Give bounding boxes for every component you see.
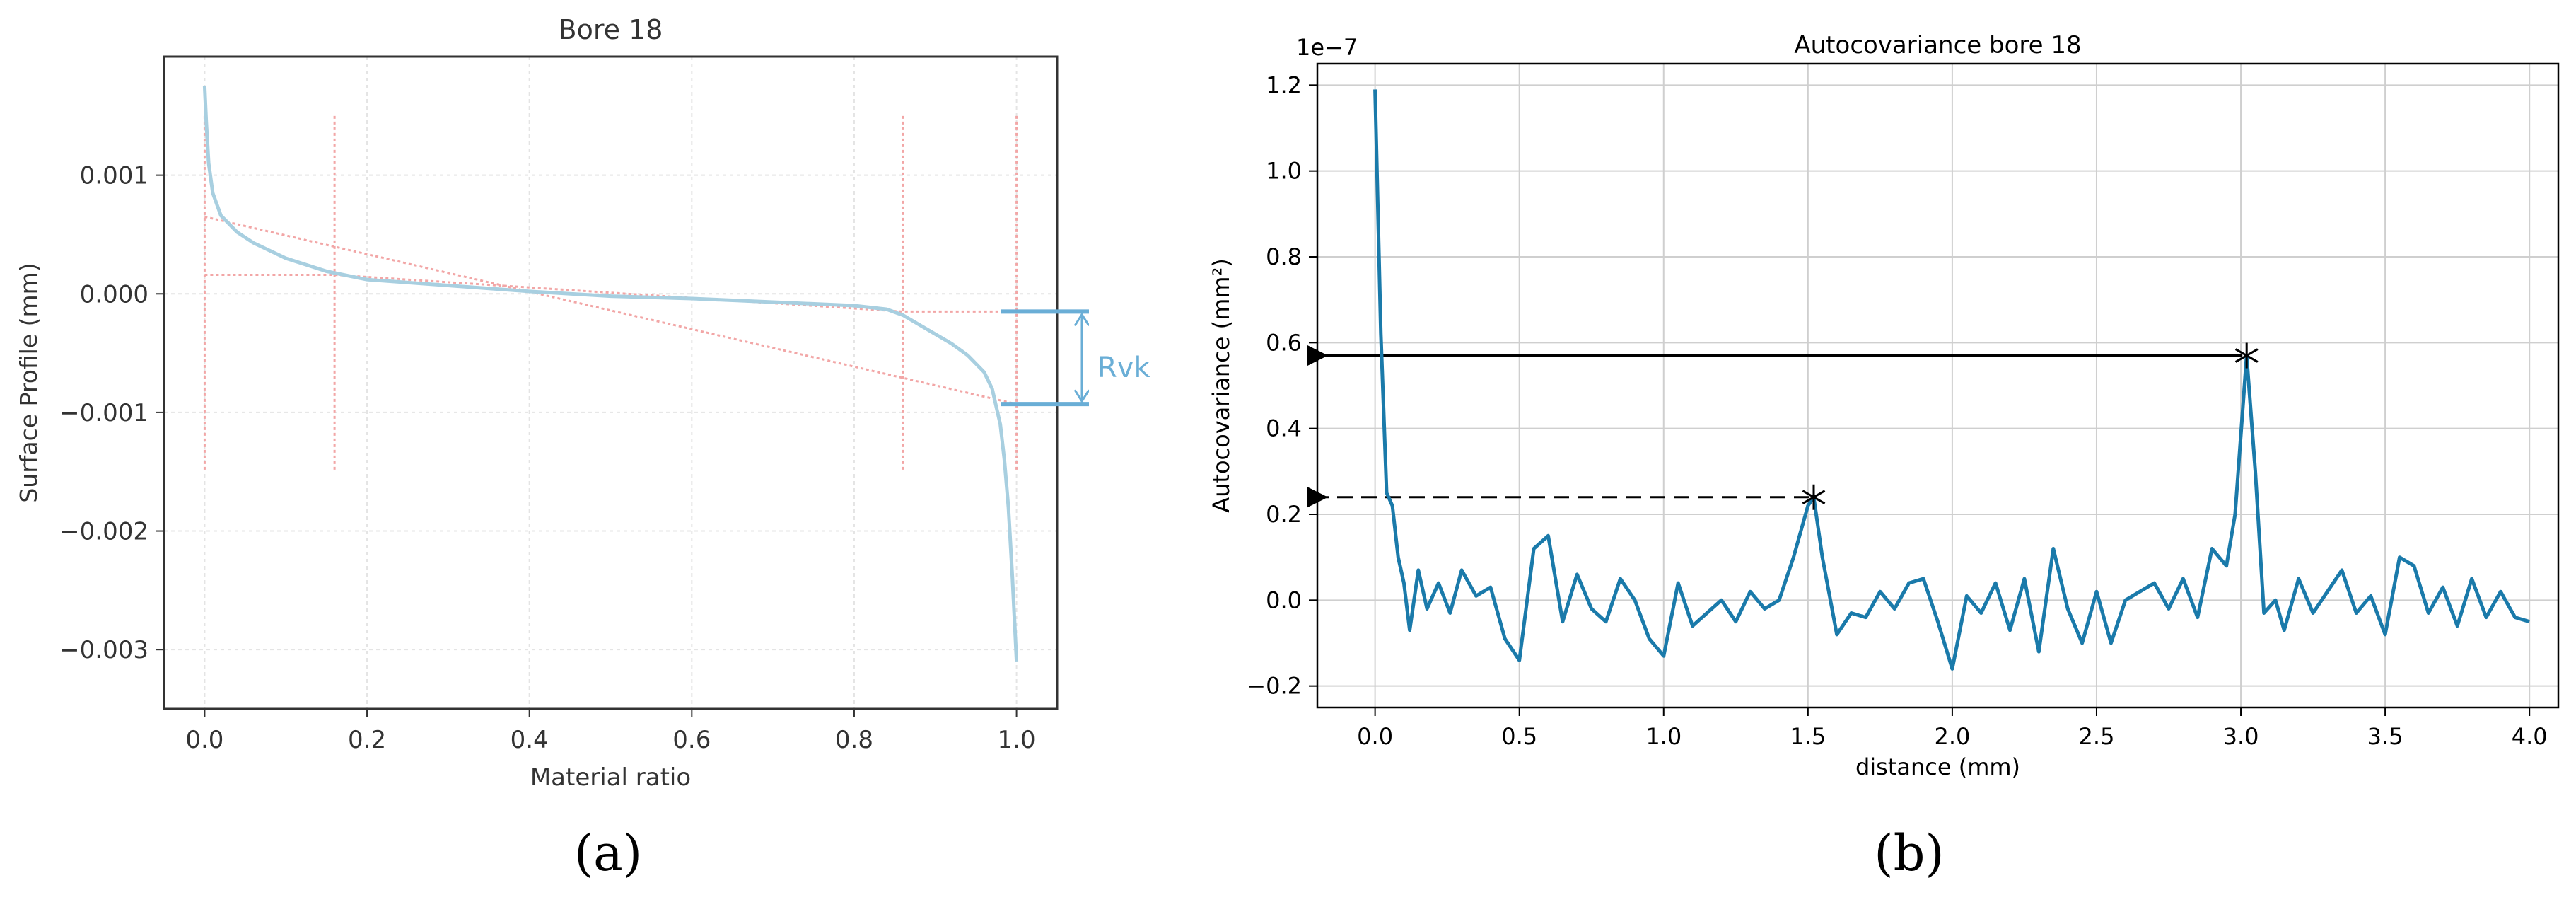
y-axis-label: Autocovariance (mm²) <box>1208 258 1235 513</box>
y-tick-label: −0.003 <box>59 636 148 664</box>
rvk-arrow-head-up <box>1073 312 1089 327</box>
chart-title: Bore 18 <box>559 14 663 45</box>
star-stroke <box>1802 490 1826 505</box>
chart-a: 0.0 0.2 0.4 0.6 0.8 1.0 0.001 0.000 −0.001 −0.002… <box>15 14 1089 792</box>
y-tick-label: 1.0 <box>1266 158 1302 185</box>
y-tick-label: −0.001 <box>59 399 148 427</box>
x-tick-label: 0.2 <box>348 726 386 754</box>
y-tick-label: 0.000 <box>80 280 148 308</box>
y-tick-label: 0.6 <box>1266 329 1302 356</box>
y-tick-label: 0.001 <box>80 162 148 190</box>
y-axis-label: Surface Profile (mm) <box>15 262 42 502</box>
x-tick-label: 3.0 <box>2223 723 2259 750</box>
x-tick-label: 0.0 <box>185 726 223 754</box>
caption-b: (b) <box>1874 824 1945 882</box>
caption-a: (a) <box>573 824 643 882</box>
chart-title: Autocovariance bore 18 <box>1794 31 2081 59</box>
x-tick-label: 0.5 <box>1501 723 1537 750</box>
x-tick-label: 2.0 <box>1934 723 1970 750</box>
x-tick-label: 0.4 <box>511 726 549 754</box>
y-tick-label: 0.8 <box>1266 243 1302 270</box>
x-tick-label: 0.8 <box>835 726 873 754</box>
x-tick-label: 3.5 <box>2367 723 2403 750</box>
x-tick-label: 1.5 <box>1790 723 1826 750</box>
y-tick-label: 0.0 <box>1266 587 1302 613</box>
plot-frame <box>163 55 1059 710</box>
profile-curve <box>202 86 1019 662</box>
chart-b: 0.0 0.5 1.0 1.5 2.0 2.5 3.0 3.5 4.0 −0.2 0.0 0.2 0.4… <box>1208 31 2560 780</box>
x-tick-label: 1.0 <box>998 726 1036 754</box>
construction-line-bounds <box>204 274 1017 313</box>
y-tick-label: −0.2 <box>1247 673 1302 700</box>
y-tick-label: 1.2 <box>1266 71 1302 98</box>
x-tick-label: 4.0 <box>2512 723 2548 750</box>
y-tick-label: 0.4 <box>1266 415 1302 442</box>
star-stroke <box>2234 348 2259 363</box>
x-tick-label: 0.6 <box>672 726 711 754</box>
rvk-label: Rvk <box>1097 352 1150 384</box>
y-tick-label: 0.2 <box>1266 501 1302 528</box>
x-tick-label: 1.0 <box>1645 723 1682 750</box>
plot-frame <box>1316 62 2560 709</box>
autocovariance-curve <box>1373 89 2530 671</box>
x-axis-label: distance (mm) <box>1855 753 2020 780</box>
x-tick-label: 2.5 <box>2079 723 2115 750</box>
x-tick-label: 0.0 <box>1357 723 1393 750</box>
peak-star-marker <box>2234 342 2259 369</box>
x-axis-label: Material ratio <box>530 763 691 792</box>
y-tick-label: −0.002 <box>59 518 148 546</box>
peak-star-marker <box>1802 484 1826 510</box>
rvk-arrow-head-down <box>1073 389 1089 404</box>
y-offset-text: 1e−7 <box>1296 34 1358 61</box>
